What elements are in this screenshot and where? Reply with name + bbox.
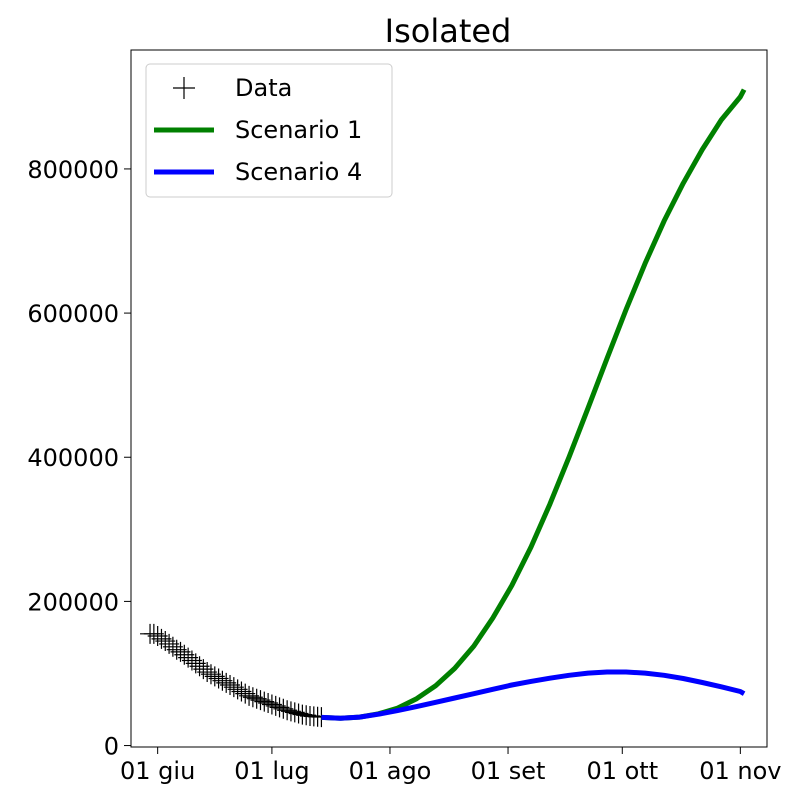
y-tick-label: 400000 <box>27 444 119 472</box>
data-point-marker <box>273 698 294 719</box>
data-point-marker <box>204 666 225 687</box>
legend: Data Scenario 1 Scenario 4 <box>145 63 393 198</box>
data-point-marker <box>288 703 309 724</box>
data-point-marker <box>189 656 210 677</box>
legend-swatch-data <box>173 77 195 99</box>
data-point-marker <box>292 704 313 725</box>
data-point-marker <box>212 670 233 691</box>
x-tick-label: 01 giu <box>120 757 195 785</box>
y-tick-label: 200000 <box>27 588 119 616</box>
data-point-marker <box>250 690 271 711</box>
data-point-marker <box>197 662 218 683</box>
y-tick-label: 800000 <box>27 156 119 184</box>
data-point-marker <box>269 697 290 718</box>
data-point-marker <box>235 683 256 704</box>
legend-box <box>145 63 393 198</box>
data-point-marker <box>231 681 252 702</box>
legend-label-scenario-1: Scenario 1 <box>235 116 362 144</box>
data-point-marker <box>166 639 187 660</box>
data-point-marker <box>284 702 305 723</box>
data-point-marker <box>254 691 275 712</box>
data-point-marker <box>193 659 214 680</box>
data-point-marker <box>170 641 191 662</box>
chart-title: Isolated <box>385 12 512 50</box>
data-point-marker <box>151 628 172 649</box>
y-tick-label: 0 <box>104 733 119 761</box>
data-point-marker <box>162 636 183 657</box>
y-axis: 0 200000 400000 600000 800000 <box>27 156 131 761</box>
data-point-marker <box>258 693 279 714</box>
data-point-marker <box>246 688 267 709</box>
data-point-marker <box>181 650 202 671</box>
plot-frame <box>130 49 768 748</box>
data-point-marker <box>239 685 260 706</box>
data-point-marker <box>143 623 164 644</box>
data-point-marker <box>220 675 241 696</box>
series-line-scenario-4 <box>321 669 746 721</box>
data-point-marker <box>174 644 195 665</box>
data-point-marker <box>178 647 199 668</box>
data-point-marker <box>277 700 298 721</box>
data-point-marker <box>155 631 176 652</box>
data-point-marker <box>261 694 282 715</box>
data-point-marker <box>223 677 244 698</box>
data-point-marker <box>265 695 286 716</box>
data-point-marker <box>280 701 301 722</box>
data-point-marker <box>159 633 180 654</box>
x-tick-label: 01 lug <box>234 757 309 785</box>
data-point-marker <box>216 672 237 693</box>
x-tick-label: 01 set <box>471 757 546 785</box>
legend-label-scenario-4: Scenario 4 <box>235 158 362 186</box>
plot-area <box>140 88 747 728</box>
x-axis: 01 giu 01 lug 01 ago 01 set 01 ott 01 nov <box>120 747 781 785</box>
x-tick-label: 01 ott <box>586 757 658 785</box>
x-tick-label: 01 ago <box>349 757 432 785</box>
data-point-marker <box>200 664 221 685</box>
legend-label-data: Data <box>235 74 292 102</box>
data-point-marker <box>185 653 206 674</box>
data-point-marker <box>147 625 168 646</box>
data-point-marker <box>296 705 317 726</box>
y-tick-label: 600000 <box>27 300 119 328</box>
data-point-marker <box>208 668 229 689</box>
data-point-marker <box>242 687 263 708</box>
x-tick-label: 01 nov <box>699 757 781 785</box>
data-point-marker <box>227 679 248 700</box>
